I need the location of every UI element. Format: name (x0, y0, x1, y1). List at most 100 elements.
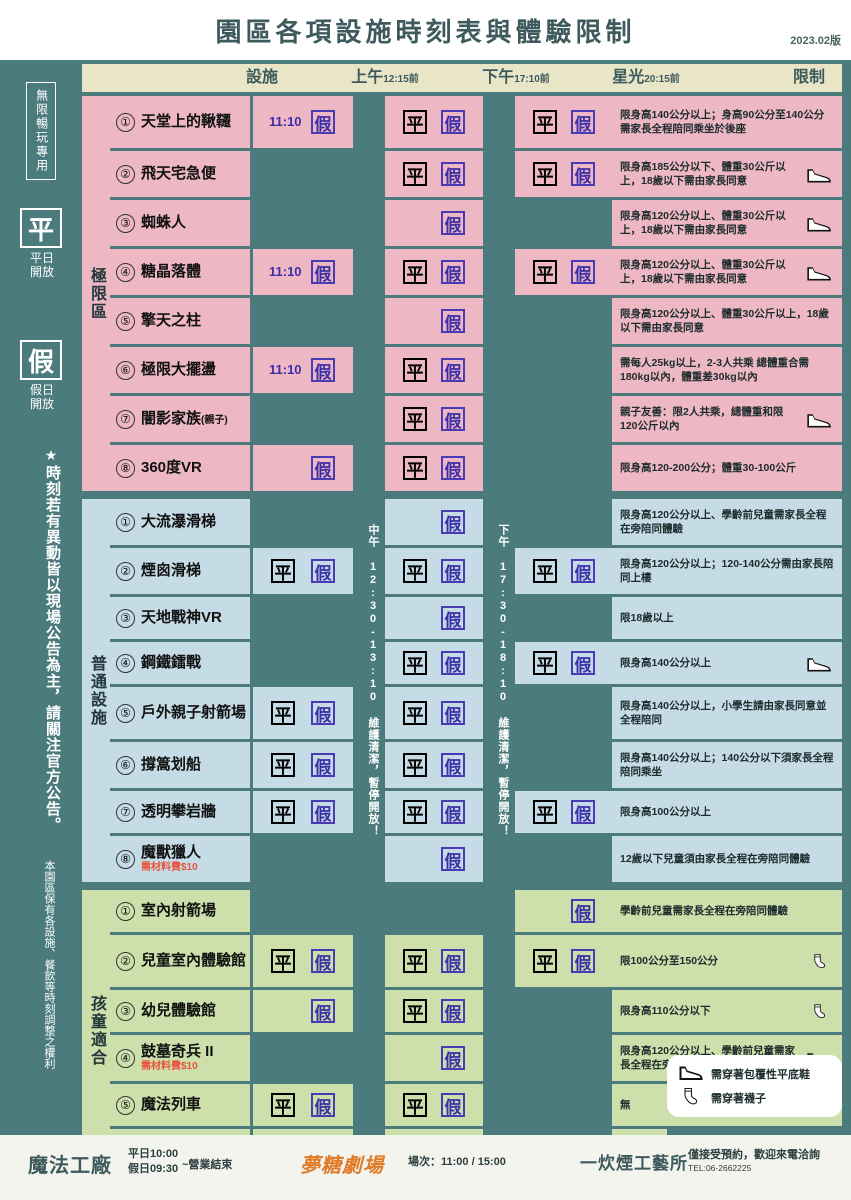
legend-sock-label: 需穿著襪子 (711, 1092, 766, 1105)
session-cell-pm: 平假 (385, 151, 483, 197)
session-cell-am: 11:10 假 (253, 249, 353, 295)
mark-holiday: 假 (441, 753, 465, 778)
facility-label: 鋼鐵鐳戰 (141, 653, 202, 671)
facility-index: ⑧ (116, 849, 135, 869)
session-cell-st: 平假 (515, 96, 613, 148)
weekday-caption-line2: 開放 (29, 264, 54, 279)
facility-label: 室內射箭場 (141, 901, 217, 919)
mark-holiday: 假 (571, 110, 595, 135)
sidebar-notice: ★時刻若有異動皆以現場公告為主，請關注官方公告。 (22, 448, 62, 848)
footer-brand1-suffix: ~營業結束 (182, 1159, 233, 1171)
limit-cell: 限身高185公分以下、體重30公斤以上，18歲以下需由家長同意 (612, 151, 842, 197)
limit-text: 12歲以下兒童須由家長全程在旁陪同體驗 (620, 852, 811, 865)
table-header: 設施 上午12:15前 下午17:10前 星光20:15前 限制 (82, 64, 842, 92)
facility-index: ④ (116, 1048, 135, 1068)
facility-label: 透明攀岩牆 (141, 802, 217, 820)
session-cell-pm: 假 (385, 1035, 483, 1081)
session-cell-am: 平假 (253, 791, 353, 833)
limit-cell: 限身高140公分以上 (612, 642, 842, 684)
facility-index: ① (116, 901, 135, 921)
column-header-morning: 上午12:15前 (351, 69, 419, 86)
footer-brand3-tel: TEL:06-2662225 (688, 1163, 752, 1173)
legend-row-sock: 需穿著襪子 (677, 1087, 832, 1108)
session-cell-st: 平假 (515, 791, 613, 833)
facility-index: ⑥ (116, 755, 135, 775)
mark-weekday: 平 (533, 162, 557, 187)
evening-maintenance-divider: 下午 17:30-18:10 維護清潔，暫停開放！ (497, 523, 509, 837)
facility-label: 360度VR (141, 458, 202, 476)
limit-text: 無 (620, 1098, 631, 1111)
footer-brand1-hours: 平日10:00 假日09:30 (128, 1148, 179, 1175)
mark-holiday: 假 (441, 110, 465, 135)
facility-index: ⑥ (116, 360, 135, 380)
session-cell-pm: 平假 (385, 935, 483, 987)
mark-weekday: 平 (533, 260, 557, 285)
session-cell-pm: 平假 (385, 396, 483, 442)
facility-name-cell: ⑥ 極限大擺盪 (110, 347, 250, 393)
limit-text: 限身高140公分以上，小學生請由家長同意並全程陪同 (620, 699, 827, 726)
facility-index: ① (116, 112, 135, 132)
mark-weekday: 平 (533, 800, 557, 825)
weekday-symbol: 平 (20, 208, 62, 248)
limit-text: 限身高140公分以上；140公分以下須家長全程陪同乘坐 (620, 751, 834, 778)
shoe-icon (804, 264, 832, 286)
facility-label: 天地戰神VR (141, 608, 222, 626)
facility-name-cell: ③ 天地戰神VR (110, 597, 250, 639)
session-cell-pm: 假 (385, 200, 483, 246)
weekday-caption: 平日 開放 (12, 251, 72, 280)
facility-index: ② (116, 951, 135, 971)
facility-index: ④ (116, 262, 135, 282)
session-time: 11:10 (269, 264, 302, 279)
facility-name-cell: ⑤ 擎天之柱 (110, 298, 250, 344)
mark-holiday: 假 (441, 407, 465, 432)
mark-holiday: 假 (441, 606, 465, 631)
mark-weekday: 平 (271, 1093, 295, 1118)
mark-weekday: 平 (403, 456, 427, 481)
holiday-caption-line2: 開放 (29, 396, 54, 411)
mark-weekday: 平 (271, 559, 295, 584)
session-cell-pm: 平假 (385, 742, 483, 788)
mark-holiday: 假 (311, 456, 335, 481)
session-cell-pm: 假 (385, 499, 483, 545)
facility-index: ⑤ (116, 703, 135, 723)
facility-name-cell: ④ 鼓墓奇兵 II 需材料費$10 (110, 1035, 250, 1081)
limit-cell: 學齡前兒童需家長全程在旁陪同體驗 (612, 890, 842, 932)
facility-label: 撐篙划船 (141, 755, 202, 773)
facility-label: 魔獸獵人 需材料費$10 (141, 844, 202, 873)
mark-weekday: 平 (533, 651, 557, 676)
facility-index: ① (116, 512, 135, 532)
mark-holiday: 假 (571, 800, 595, 825)
mark-holiday: 假 (311, 559, 335, 584)
mark-weekday: 平 (403, 999, 427, 1024)
mark-holiday: 假 (571, 162, 595, 187)
session-cell-am: 平假 (253, 935, 353, 987)
session-time: 11:10 (269, 362, 302, 377)
mark-weekday: 平 (533, 949, 557, 974)
facility-name-cell: ② 煙囪滑梯 (110, 548, 250, 594)
unlimited-pass-badge: 無限暢玩專用 (26, 82, 56, 180)
limit-text: 限身高120-200公分；體重30-100公斤 (620, 461, 797, 474)
mark-holiday: 假 (441, 999, 465, 1024)
limit-cell: 親子友善：限2人共乘，總體重和限120公斤以內 (612, 396, 842, 442)
mark-holiday: 假 (441, 800, 465, 825)
facility-name-cell: ⑤ 戶外親子射箭場 (110, 687, 250, 739)
mark-holiday: 假 (311, 1093, 335, 1118)
legend-shoe-label: 需穿著包覆性平底鞋 (711, 1068, 810, 1081)
footer-brand3-info: 僅接受預約，歡迎來電洽詢 (688, 1149, 820, 1161)
session-cell-pm: 平假 (385, 642, 483, 684)
session-cell-am: 假 (253, 445, 353, 491)
holiday-caption: 假日 開放 (12, 383, 72, 412)
shoe-icon (804, 215, 832, 237)
facility-label: 大流瀑滑梯 (141, 512, 217, 530)
sidebar-notice-text: 時刻若有異動皆以現場公告為主，請關注官方公告。 (44, 465, 61, 833)
column-header-limit: 限制 (792, 69, 825, 86)
page-title: 園區各項設施時刻表與體驗限制 (215, 17, 636, 47)
group-label-0: 極限區 (82, 96, 110, 491)
mark-weekday: 平 (403, 1093, 427, 1118)
noon-maintenance-divider: 中午 12:30-13:10 維護清潔，暫停開放！ (367, 523, 379, 837)
facility-label: 戶外親子射箭場 (141, 703, 247, 721)
session-cell-st: 平假 (515, 935, 613, 987)
group-label-2: 孩童適合 (82, 890, 110, 1171)
limit-cell: 限身高120-200公分；體重30-100公斤 (612, 445, 842, 491)
facility-label: 飛天宅急便 (141, 164, 217, 182)
